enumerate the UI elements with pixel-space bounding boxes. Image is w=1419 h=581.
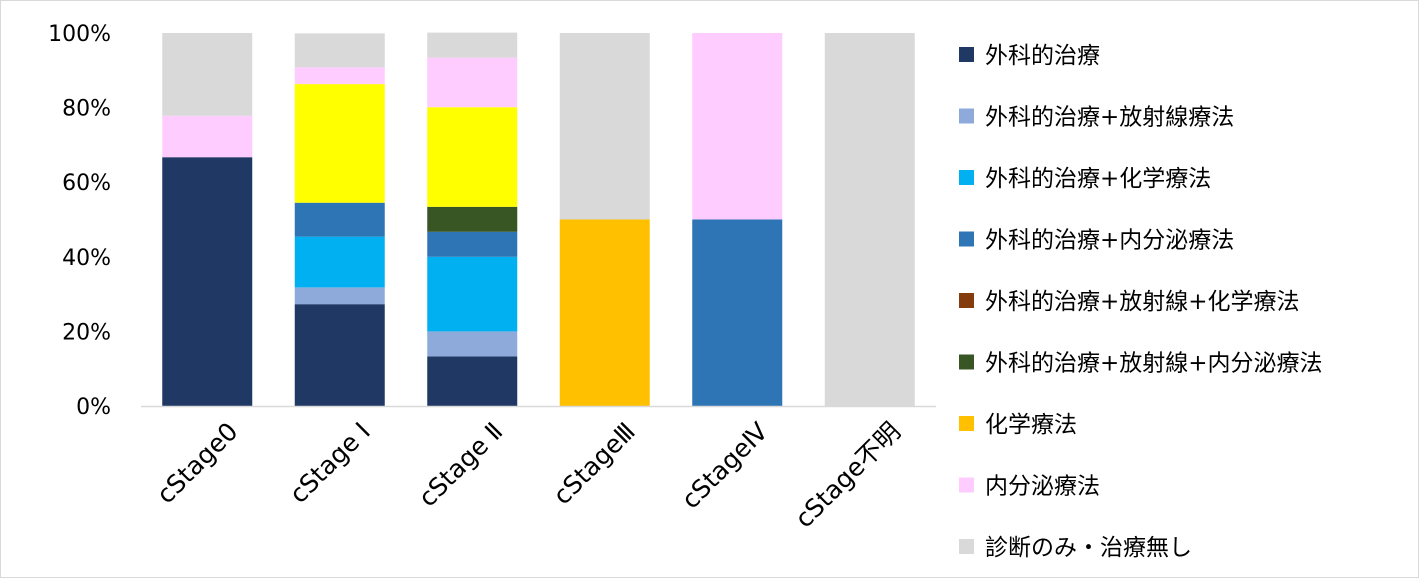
legend-swatch	[959, 170, 974, 185]
bar-segment	[294, 202, 385, 237]
bar-segment	[427, 107, 518, 207]
bar-segment	[294, 67, 385, 85]
x-axis: cStage0 cStage Ⅰ cStage Ⅱ cStageⅢ cStageⅣ cSt…	[141, 405, 936, 534]
x-tick-label: cStage Ⅱ	[413, 417, 509, 513]
legend-label: 外科的治療+放射線+化学療法	[985, 289, 1300, 315]
x-tick-label: cStageⅣ	[676, 417, 774, 515]
legend-swatch	[959, 231, 974, 247]
bar-segment	[427, 32, 518, 58]
bar-segment	[559, 33, 650, 220]
bar-segment	[427, 256, 518, 332]
bar-segment	[427, 331, 518, 357]
legend-swatch	[959, 354, 974, 370]
bar-segment	[427, 57, 518, 108]
bar-segment	[162, 33, 253, 116]
x-tick-label: cStage Ⅰ	[284, 417, 376, 509]
y-axis: 0% 20% 40% 60% 80% 100%	[48, 22, 111, 420]
legend: 外科的治療外科的治療+放射線療法外科的治療+化学療法外科的治療+内分泌療法外科的…	[959, 43, 1323, 561]
y-tick-label: 80%	[62, 97, 111, 122]
legend-label: 外科的治療+放射線療法	[985, 105, 1234, 131]
legend-swatch	[959, 539, 974, 554]
y-tick-label: 40%	[62, 246, 111, 271]
legend-label: 外科的治療+化学療法	[985, 166, 1211, 192]
x-tick-label: cStageⅢ	[547, 417, 641, 511]
bar-segment	[294, 33, 385, 68]
bar-segment	[294, 304, 385, 406]
legend-label: 化学療法	[985, 412, 1077, 438]
legend-label: 内分泌療法	[985, 474, 1100, 500]
bar-segment	[427, 206, 518, 232]
x-tick-label: cStage0	[151, 417, 244, 510]
legend-label: 外科的治療+放射線+内分泌療法	[985, 351, 1323, 377]
legend-label: 診断のみ・治療無し	[985, 535, 1192, 561]
legend-swatch	[959, 416, 974, 431]
legend-swatch	[959, 477, 974, 493]
bar-segment	[692, 33, 783, 220]
y-tick-label: 0%	[76, 395, 111, 420]
x-tick-label: cStage不明	[789, 417, 906, 534]
legend-swatch	[959, 293, 974, 308]
legend-swatch	[959, 47, 974, 62]
bar-segment	[559, 219, 650, 406]
bar-segment	[427, 231, 518, 257]
y-tick-label: 100%	[48, 22, 111, 47]
y-tick-label: 20%	[62, 320, 111, 345]
bars	[162, 32, 915, 406]
legend-swatch	[959, 108, 974, 124]
y-tick-label: 60%	[62, 171, 111, 196]
bar-segment	[294, 287, 385, 305]
bar-segment	[294, 236, 385, 288]
bar-segment	[162, 157, 253, 406]
bar-segment	[162, 115, 253, 158]
bar-segment	[427, 356, 518, 406]
legend-label: 外科的治療+内分泌療法	[985, 228, 1234, 254]
bar-segment	[824, 33, 915, 406]
bar-segment	[294, 84, 385, 203]
legend-label: 外科的治療	[985, 43, 1100, 69]
bar-segment	[692, 219, 783, 406]
